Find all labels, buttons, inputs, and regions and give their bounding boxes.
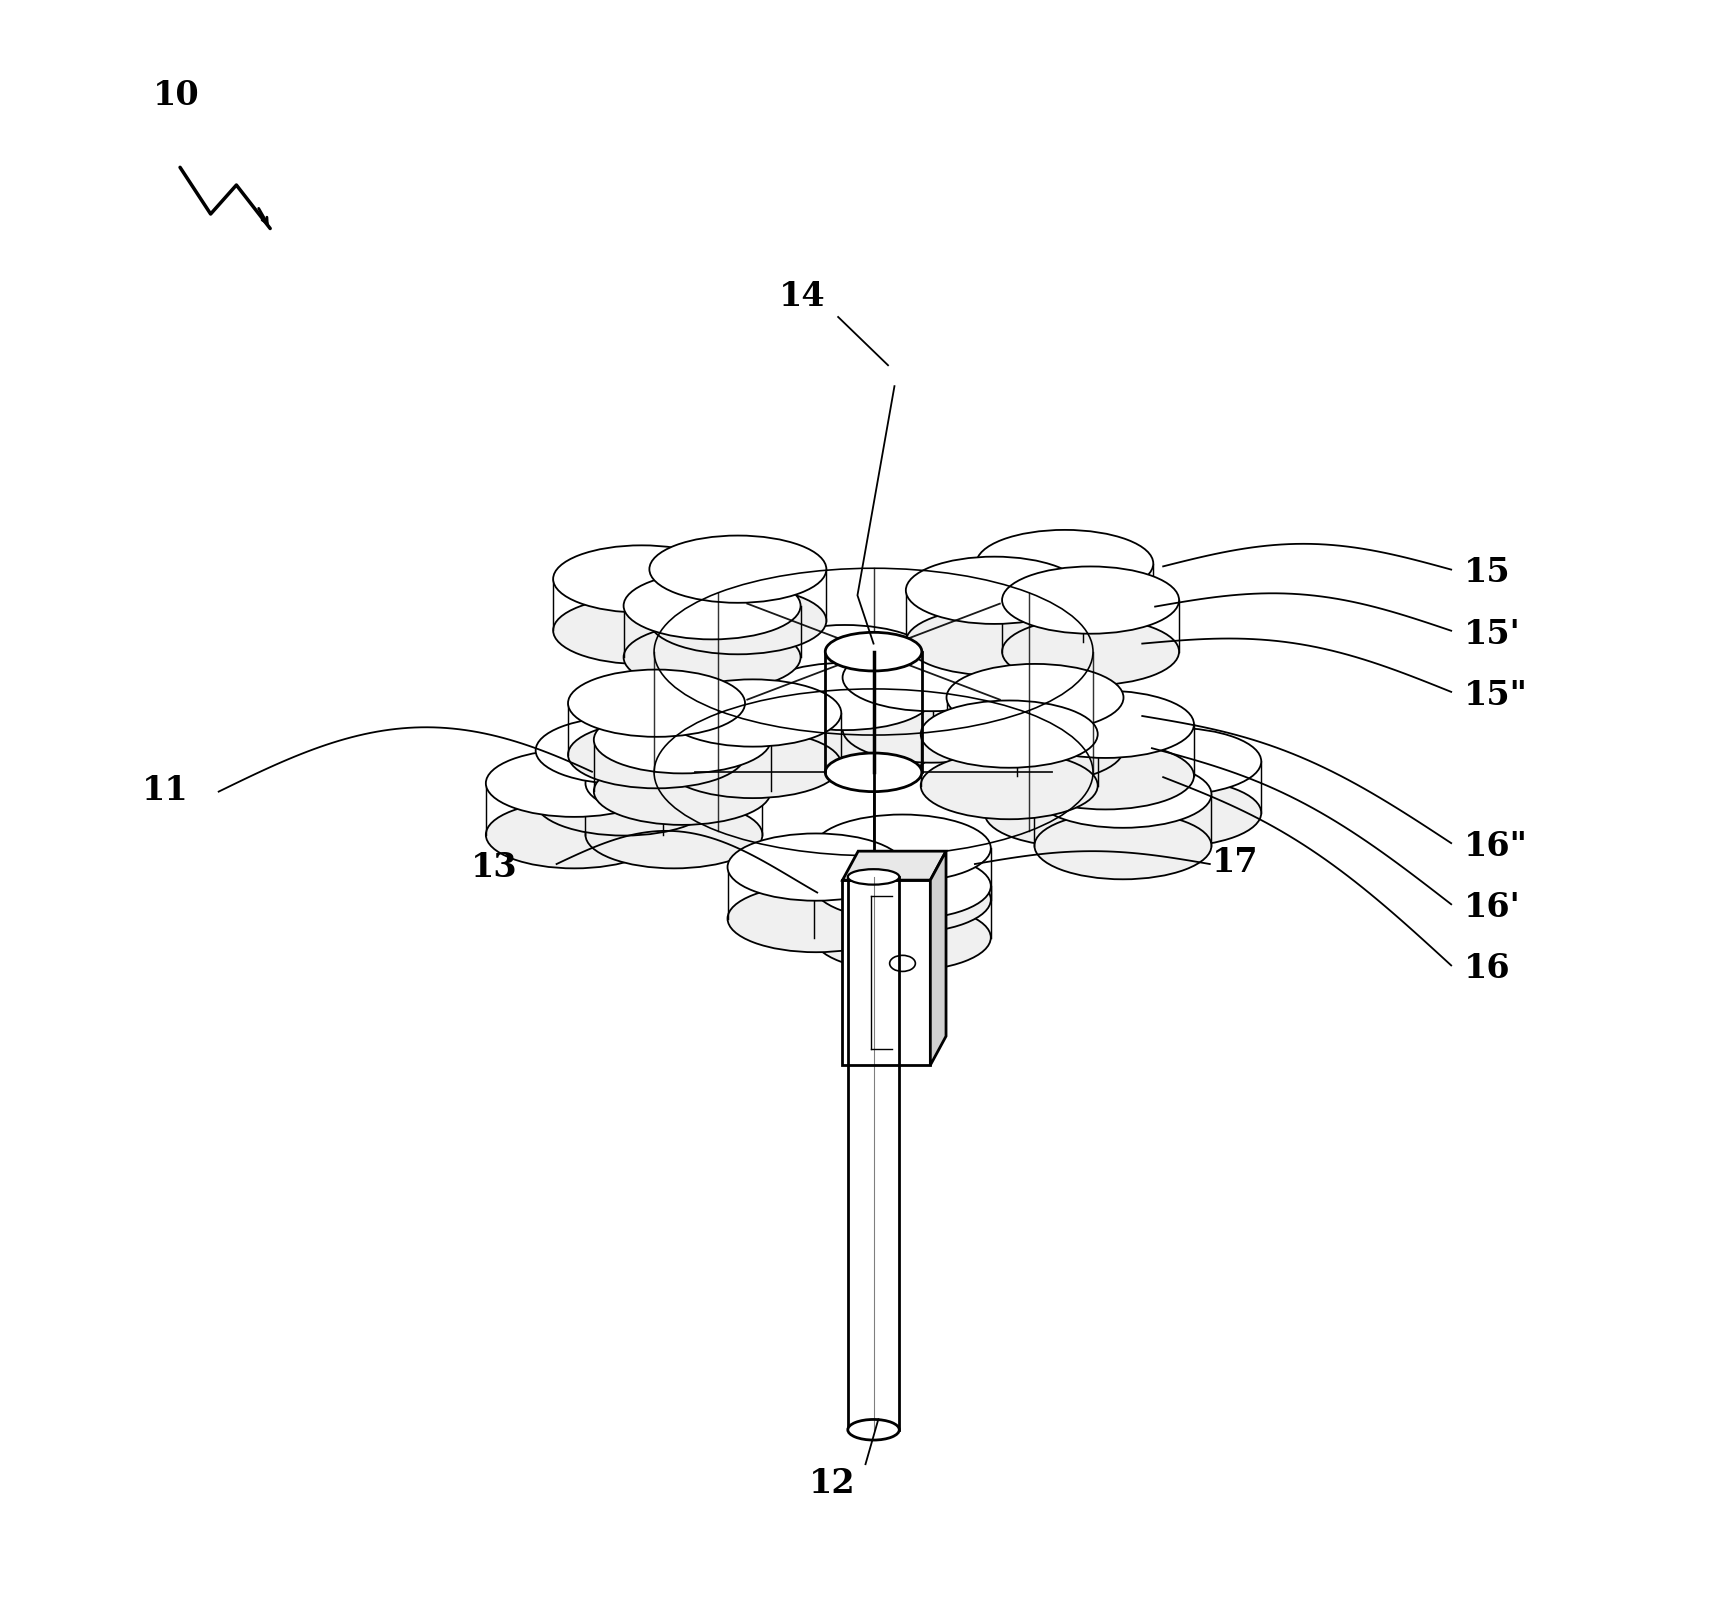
Ellipse shape xyxy=(976,529,1152,597)
Ellipse shape xyxy=(920,700,1097,767)
Text: 15': 15' xyxy=(1464,618,1521,650)
Ellipse shape xyxy=(813,853,990,920)
Ellipse shape xyxy=(649,536,825,603)
Ellipse shape xyxy=(905,608,1083,676)
Ellipse shape xyxy=(649,587,825,655)
Ellipse shape xyxy=(984,779,1161,846)
Ellipse shape xyxy=(554,597,730,665)
Polygon shape xyxy=(929,851,946,1065)
Ellipse shape xyxy=(1035,761,1211,827)
Ellipse shape xyxy=(535,718,713,784)
Ellipse shape xyxy=(593,706,770,774)
Text: 10: 10 xyxy=(152,79,199,111)
Ellipse shape xyxy=(946,716,1123,782)
Ellipse shape xyxy=(1002,618,1178,685)
Text: 13: 13 xyxy=(471,851,517,883)
Ellipse shape xyxy=(585,801,761,869)
Text: 15: 15 xyxy=(1464,557,1510,589)
Ellipse shape xyxy=(1083,727,1261,795)
Ellipse shape xyxy=(664,679,841,747)
Ellipse shape xyxy=(1035,813,1211,879)
Ellipse shape xyxy=(1002,566,1178,634)
Ellipse shape xyxy=(535,769,713,835)
Text: 16': 16' xyxy=(1464,891,1521,924)
Ellipse shape xyxy=(1016,742,1194,809)
Text: 17: 17 xyxy=(1211,846,1258,879)
Ellipse shape xyxy=(905,557,1083,624)
Ellipse shape xyxy=(984,727,1161,795)
Ellipse shape xyxy=(567,721,744,788)
Ellipse shape xyxy=(813,904,990,972)
Ellipse shape xyxy=(825,753,922,792)
Ellipse shape xyxy=(843,695,1019,763)
Ellipse shape xyxy=(567,669,744,737)
Ellipse shape xyxy=(756,663,932,730)
Ellipse shape xyxy=(756,676,932,743)
Ellipse shape xyxy=(756,714,932,782)
Ellipse shape xyxy=(889,956,915,972)
Ellipse shape xyxy=(727,833,905,901)
Ellipse shape xyxy=(813,866,990,933)
Text: 16": 16" xyxy=(1464,830,1528,862)
Polygon shape xyxy=(843,851,946,880)
Ellipse shape xyxy=(843,644,1019,711)
Ellipse shape xyxy=(813,814,990,882)
Text: 14: 14 xyxy=(778,280,825,312)
Polygon shape xyxy=(843,880,929,1065)
Ellipse shape xyxy=(825,632,922,671)
Text: 11: 11 xyxy=(142,774,189,806)
Ellipse shape xyxy=(727,885,905,953)
Text: 15": 15" xyxy=(1464,679,1528,711)
Text: 12: 12 xyxy=(808,1467,855,1500)
Ellipse shape xyxy=(1016,690,1194,758)
Ellipse shape xyxy=(486,750,663,817)
Ellipse shape xyxy=(585,750,761,817)
Ellipse shape xyxy=(623,573,799,639)
Ellipse shape xyxy=(946,665,1123,730)
Ellipse shape xyxy=(486,801,663,869)
Ellipse shape xyxy=(976,581,1152,648)
Ellipse shape xyxy=(623,624,799,690)
Ellipse shape xyxy=(664,730,841,798)
Ellipse shape xyxy=(848,1419,900,1440)
Ellipse shape xyxy=(554,545,730,613)
Ellipse shape xyxy=(593,758,770,825)
Text: 16: 16 xyxy=(1464,953,1510,985)
Ellipse shape xyxy=(848,869,900,885)
Ellipse shape xyxy=(1083,779,1261,846)
Ellipse shape xyxy=(756,624,932,692)
Ellipse shape xyxy=(920,751,1097,819)
